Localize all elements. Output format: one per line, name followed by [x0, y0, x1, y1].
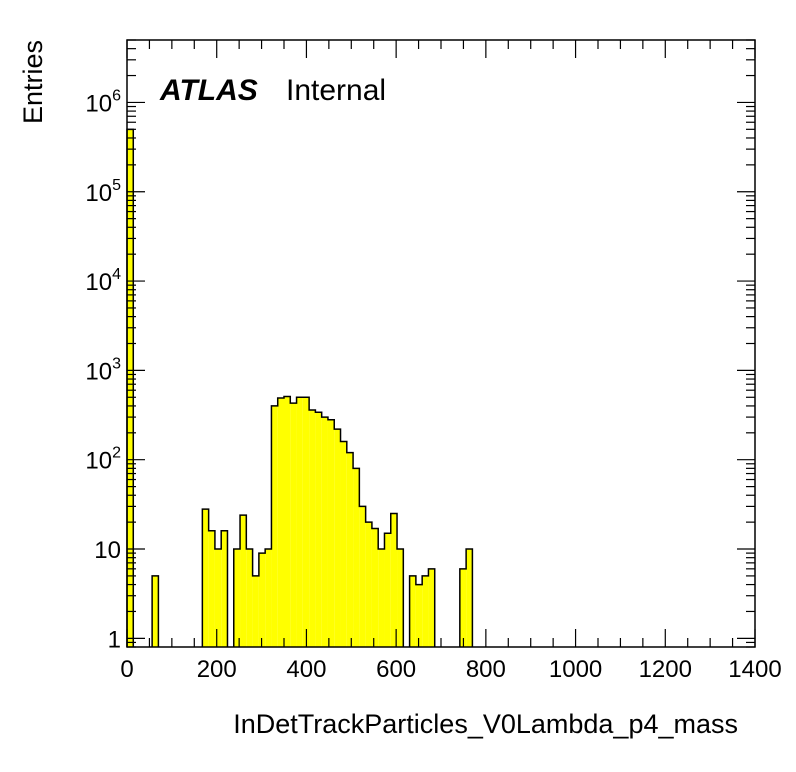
histogram-bar — [365, 522, 372, 647]
x-tick-label: 1200 — [639, 656, 692, 683]
y-tick-label: 102 — [85, 445, 121, 475]
histogram-bar — [428, 568, 435, 647]
histogram-bar — [202, 509, 209, 647]
histogram-bar — [384, 533, 391, 647]
histogram-bar — [390, 513, 398, 647]
y-tick-label: 103 — [85, 355, 121, 385]
histogram-bar — [258, 553, 266, 647]
y-tick-labels: 1 10 102 103 104 105 106 — [85, 87, 121, 653]
x-tick-label: 1400 — [728, 656, 781, 683]
histogram-bar — [214, 549, 222, 647]
histogram-bar — [466, 549, 473, 647]
axis-ticks — [126, 39, 756, 648]
histogram-bar — [353, 468, 360, 647]
histogram-bar — [359, 506, 366, 647]
y-tick-label: 1 — [108, 626, 121, 653]
y-axis-title: Entries — [18, 40, 48, 124]
histogram-bar — [246, 549, 253, 647]
histogram-bar — [334, 429, 341, 647]
y-tick-label: 104 — [85, 266, 121, 296]
histogram-bar — [221, 530, 228, 647]
histogram-bar — [422, 575, 429, 647]
x-axis-title: InDetTrackParticles_V0Lambda_p4_mass — [233, 709, 738, 739]
internal-label: Internal — [286, 74, 386, 107]
histogram-bar — [152, 575, 159, 647]
histogram-bar — [284, 396, 291, 647]
histogram-bar — [378, 549, 385, 647]
histogram-bar — [415, 584, 423, 647]
histogram-bars — [126, 128, 474, 647]
y-tick-label: 106 — [85, 87, 121, 117]
histogram-bar — [340, 441, 347, 647]
histogram-bar — [409, 575, 416, 647]
y-tick-label: 105 — [85, 177, 121, 207]
histogram-bar — [290, 403, 297, 647]
histogram-bar — [327, 419, 335, 647]
histogram-bar — [321, 417, 328, 647]
histogram-bar — [127, 129, 134, 647]
x-tick-label: 800 — [466, 656, 506, 683]
histogram-bar — [315, 412, 322, 647]
histogram-bar — [459, 568, 467, 647]
histogram-bar — [302, 397, 310, 647]
histogram-bar — [240, 515, 247, 647]
histogram-bar — [277, 398, 284, 647]
histogram-bar — [309, 410, 316, 647]
x-tick-label: 200 — [197, 656, 237, 683]
histogram-bar — [397, 549, 404, 647]
atlas-label: ATLAS — [159, 74, 258, 107]
histogram-bar — [252, 575, 259, 647]
histogram-bar — [271, 405, 278, 647]
histogram-bar — [265, 549, 272, 647]
histogram-bar — [296, 397, 303, 647]
y-tick-label: 10 — [94, 537, 121, 564]
x-tick-label: 600 — [376, 656, 416, 683]
histogram-bar — [371, 528, 379, 647]
x-tick-label: 1000 — [549, 656, 602, 683]
x-tick-label: 0 — [120, 656, 133, 683]
histogram-bar — [233, 549, 241, 647]
x-tick-labels: 0 200 400 600 800 1000 1200 1400 — [120, 656, 781, 683]
x-tick-label: 400 — [286, 656, 326, 683]
histogram-bar — [346, 452, 354, 647]
histogram-bar — [208, 530, 215, 647]
